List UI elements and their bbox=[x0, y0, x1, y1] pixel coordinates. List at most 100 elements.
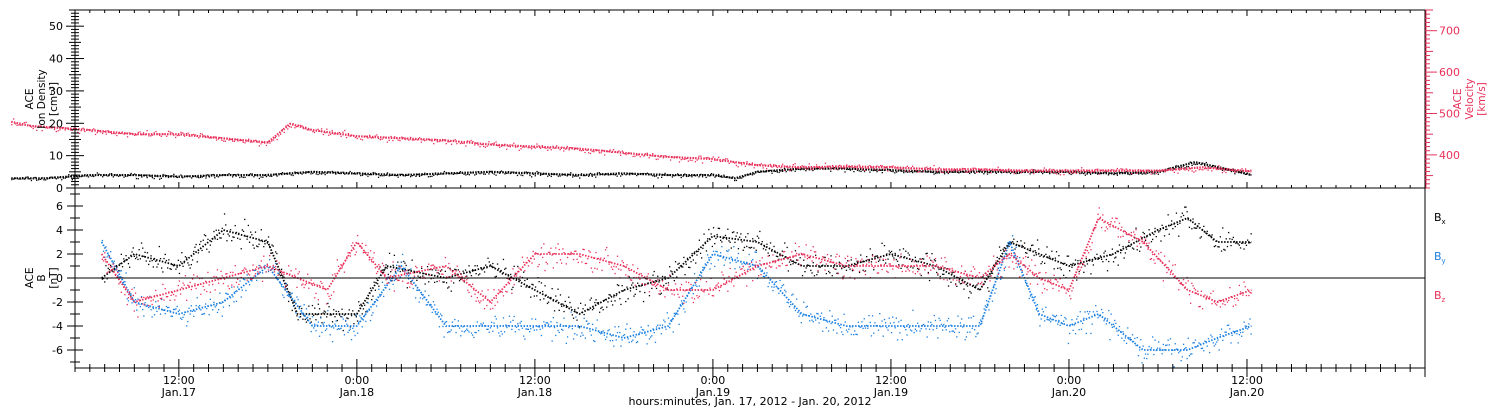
data-point bbox=[302, 313, 304, 316]
data-point bbox=[710, 173, 713, 175]
data-point bbox=[613, 296, 615, 298]
data-point bbox=[821, 167, 823, 169]
data-point bbox=[722, 257, 724, 259]
data-point bbox=[266, 263, 268, 265]
data-point bbox=[162, 173, 164, 176]
data-point bbox=[1035, 254, 1037, 256]
data-point bbox=[196, 275, 198, 277]
data-point bbox=[616, 284, 619, 286]
data-point bbox=[765, 267, 767, 269]
data-point bbox=[117, 275, 119, 277]
data-point bbox=[1074, 333, 1077, 335]
data-point bbox=[762, 171, 764, 173]
data-point bbox=[508, 278, 511, 280]
data-point bbox=[588, 309, 590, 311]
data-point bbox=[790, 168, 793, 170]
data-point bbox=[646, 172, 648, 174]
data-point bbox=[860, 170, 862, 173]
data-point bbox=[620, 154, 622, 156]
data-point bbox=[331, 321, 334, 323]
data-point bbox=[150, 309, 152, 311]
data-point bbox=[200, 293, 202, 295]
data-point bbox=[759, 263, 761, 265]
data-point bbox=[402, 175, 405, 177]
data-point bbox=[476, 297, 478, 299]
data-point bbox=[921, 324, 924, 326]
data-point bbox=[371, 261, 373, 263]
data-point bbox=[259, 240, 261, 242]
data-point bbox=[237, 173, 239, 175]
data-point bbox=[707, 238, 709, 240]
data-point bbox=[669, 159, 672, 161]
data-point bbox=[388, 288, 391, 290]
data-point bbox=[64, 129, 66, 131]
data-point bbox=[881, 242, 883, 244]
data-point bbox=[997, 273, 999, 275]
data-point bbox=[429, 175, 431, 178]
data-point bbox=[743, 262, 746, 265]
data-point bbox=[623, 265, 626, 268]
data-point bbox=[869, 164, 871, 167]
x-tick-date: Jan.17 bbox=[161, 386, 196, 399]
data-point bbox=[180, 174, 182, 176]
data-point bbox=[410, 176, 412, 178]
data-point bbox=[987, 274, 989, 276]
data-point bbox=[845, 329, 848, 331]
data-point bbox=[270, 252, 272, 254]
data-point bbox=[384, 284, 386, 286]
data-point bbox=[1097, 173, 1099, 175]
data-point bbox=[61, 179, 63, 181]
data-point bbox=[903, 172, 905, 174]
data-point bbox=[333, 171, 335, 174]
data-point bbox=[128, 174, 130, 176]
data-point bbox=[305, 321, 308, 323]
data-point bbox=[364, 314, 366, 317]
data-point bbox=[1142, 345, 1144, 347]
data-point bbox=[1123, 172, 1126, 174]
data-point bbox=[785, 256, 787, 258]
data-point bbox=[534, 175, 536, 177]
data-point bbox=[404, 272, 406, 274]
data-point bbox=[835, 167, 837, 169]
data-point bbox=[646, 343, 648, 345]
data-point bbox=[1186, 168, 1188, 171]
data-point bbox=[1014, 248, 1016, 250]
data-point bbox=[591, 271, 594, 273]
data-point bbox=[1045, 253, 1047, 255]
data-point bbox=[1202, 169, 1204, 171]
data-point bbox=[588, 152, 590, 154]
data-point bbox=[1064, 288, 1066, 290]
data-point bbox=[558, 331, 560, 334]
data-point bbox=[1177, 277, 1179, 280]
data-point bbox=[1097, 213, 1099, 215]
data-point bbox=[249, 141, 252, 143]
data-point bbox=[689, 266, 691, 269]
data-point bbox=[342, 263, 344, 266]
data-point bbox=[1066, 170, 1069, 172]
data-point bbox=[845, 262, 848, 264]
data-point bbox=[682, 158, 684, 160]
data-point bbox=[958, 281, 960, 283]
data-point bbox=[848, 328, 850, 330]
data-point bbox=[468, 331, 470, 333]
data-point bbox=[1144, 238, 1147, 240]
data-point bbox=[858, 164, 860, 166]
data-point bbox=[1201, 308, 1204, 310]
data-point bbox=[507, 274, 509, 276]
data-point bbox=[938, 172, 940, 174]
data-point bbox=[1069, 332, 1071, 335]
data-point bbox=[867, 258, 869, 261]
data-point bbox=[598, 152, 600, 154]
data-point bbox=[355, 316, 357, 318]
data-point bbox=[1085, 256, 1087, 258]
data-point bbox=[1058, 290, 1060, 292]
data-point bbox=[222, 233, 225, 235]
data-point bbox=[242, 230, 245, 232]
data-point bbox=[815, 319, 817, 321]
data-point bbox=[555, 247, 557, 249]
data-point bbox=[547, 175, 549, 177]
data-point bbox=[525, 328, 527, 330]
data-point bbox=[134, 134, 136, 136]
data-point bbox=[34, 176, 36, 179]
data-point bbox=[118, 283, 120, 285]
